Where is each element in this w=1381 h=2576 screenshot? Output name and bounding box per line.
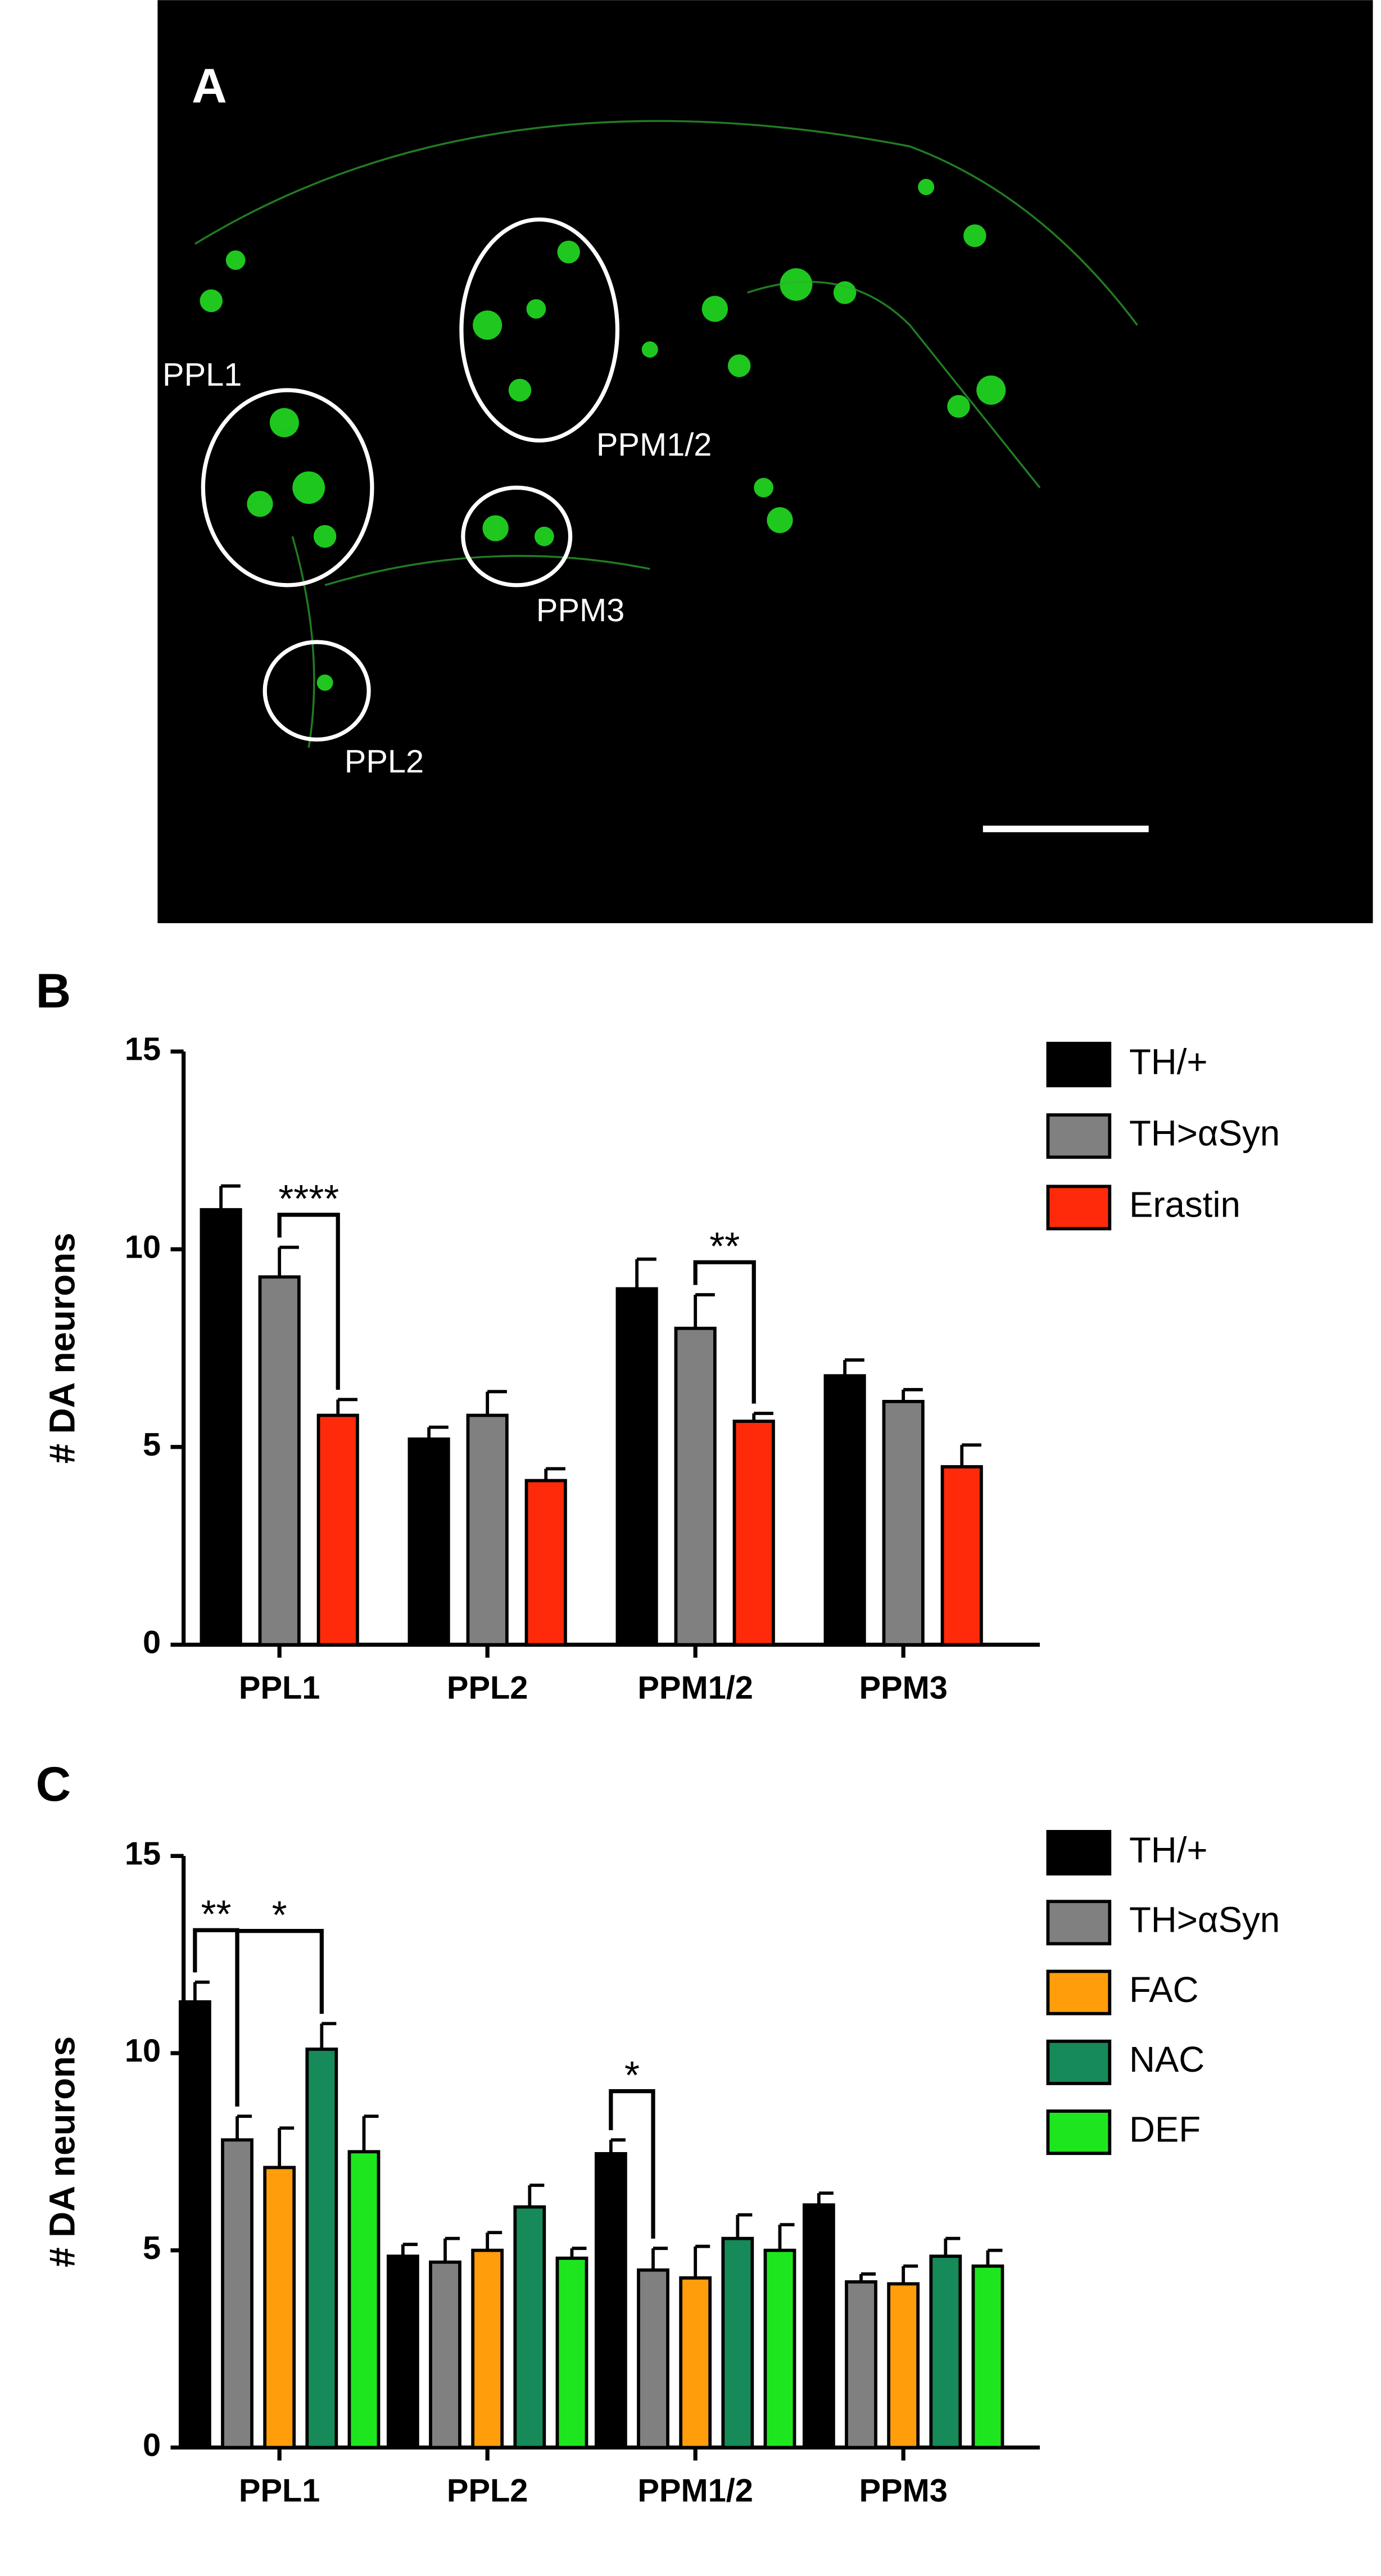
- bar: [637, 2268, 669, 2450]
- region-label: PPM1/2: [596, 427, 712, 463]
- x-tick-label: PPL2: [447, 1670, 528, 1706]
- y-tick-label: 5: [143, 2230, 161, 2266]
- micrograph: A PPL1 PPM1/2 PPM3 PPL2: [157, 0, 1373, 924]
- legend-swatch: [1046, 1185, 1112, 1231]
- bar: [178, 2000, 211, 2450]
- y-tick-label: 10: [125, 1229, 161, 1265]
- bar: [971, 2264, 1004, 2450]
- y-tick-label: 15: [125, 1836, 161, 1872]
- legend-label: TH/+: [1129, 1830, 1208, 1870]
- legend-label: FAC: [1129, 1970, 1199, 2010]
- legend-swatch: [1046, 1969, 1112, 2015]
- region-label: PPL2: [345, 744, 424, 780]
- x-tick-label: PPM3: [859, 1670, 947, 1706]
- legend-swatch: [1046, 2039, 1112, 2085]
- x-tick-label: PPL1: [239, 2473, 320, 2509]
- significance-label: **: [709, 1224, 740, 1268]
- bar: [674, 1326, 717, 1647]
- neurites: [194, 120, 1138, 748]
- bar: [887, 2282, 920, 2450]
- legend-label: Erastin: [1129, 1185, 1240, 1225]
- x-tick-label: PPM1/2: [637, 1670, 753, 1706]
- bar: [466, 1413, 509, 1647]
- bar: [802, 2203, 835, 2450]
- panel-label: C: [36, 1757, 71, 1811]
- bar: [524, 1479, 567, 1647]
- bar: [882, 1400, 925, 1647]
- bar: [845, 2280, 877, 2450]
- y-tick-label: 5: [143, 1427, 161, 1463]
- significance-label: ****: [278, 1177, 339, 1221]
- legend-label: TH/+: [1129, 1042, 1208, 1082]
- x-tick-label: PPM1/2: [637, 2473, 753, 2509]
- y-axis-label: # DA neurons: [42, 1232, 82, 1463]
- x-tick-label: PPL2: [447, 2473, 528, 2509]
- bar: [200, 1208, 242, 1647]
- image-background: [157, 0, 1373, 924]
- bar: [221, 2138, 253, 2450]
- bar: [732, 1420, 775, 1647]
- bar: [555, 2256, 588, 2450]
- significance-label: **: [201, 1892, 231, 1936]
- bar: [258, 1275, 301, 1647]
- bar: [386, 2254, 419, 2450]
- y-tick-label: 0: [143, 2428, 161, 2464]
- legend-label: NAC: [1129, 2040, 1205, 2080]
- y-axis-label: # DA neurons: [42, 2036, 82, 2267]
- significance-bracket: [235, 1928, 324, 2107]
- bar: [763, 2248, 796, 2450]
- region-label: PPL1: [162, 357, 242, 393]
- bar: [429, 2260, 461, 2450]
- bar: [347, 2150, 381, 2450]
- significance-label: *: [272, 1893, 287, 1937]
- significance-bracket: [693, 1260, 756, 1404]
- region-outlines: [201, 217, 620, 742]
- bar: [513, 2205, 546, 2450]
- legend-swatch: [1046, 1042, 1112, 1088]
- bar: [305, 2048, 338, 2450]
- bar: [823, 1374, 866, 1647]
- bar: [929, 2254, 962, 2450]
- panel-label: B: [36, 964, 71, 1018]
- legend-swatch: [1046, 1830, 1112, 1875]
- y-tick-label: 10: [125, 2033, 161, 2069]
- bar: [679, 2276, 712, 2450]
- bar: [263, 2166, 296, 2450]
- x-tick-label: PPM3: [859, 2473, 947, 2509]
- x-tick-label: PPL1: [239, 1670, 320, 1706]
- legend-label: DEF: [1129, 2109, 1201, 2149]
- region-label: PPM3: [536, 593, 624, 629]
- bar: [615, 1287, 658, 1647]
- legend-swatch: [1046, 2109, 1112, 2155]
- significance-bracket: [277, 1213, 340, 1390]
- y-tick-label: 15: [125, 1032, 161, 1068]
- significance-bracket: [609, 2089, 655, 2239]
- significance-label: *: [624, 2053, 640, 2097]
- legend-swatch: [1046, 1900, 1112, 1946]
- y-tick-label: 0: [143, 1625, 161, 1661]
- bar: [594, 2152, 627, 2450]
- legend-label: TH>αSyn: [1129, 1114, 1280, 1154]
- legend-label: TH>αSyn: [1129, 1900, 1280, 1940]
- cell-bodies: [200, 179, 1006, 691]
- bar: [471, 2248, 504, 2450]
- bar: [316, 1413, 359, 1647]
- bar: [721, 2236, 754, 2450]
- panel-label: A: [192, 59, 227, 113]
- legend-swatch: [1046, 1113, 1112, 1159]
- bar: [940, 1465, 983, 1647]
- bar: [407, 1437, 450, 1647]
